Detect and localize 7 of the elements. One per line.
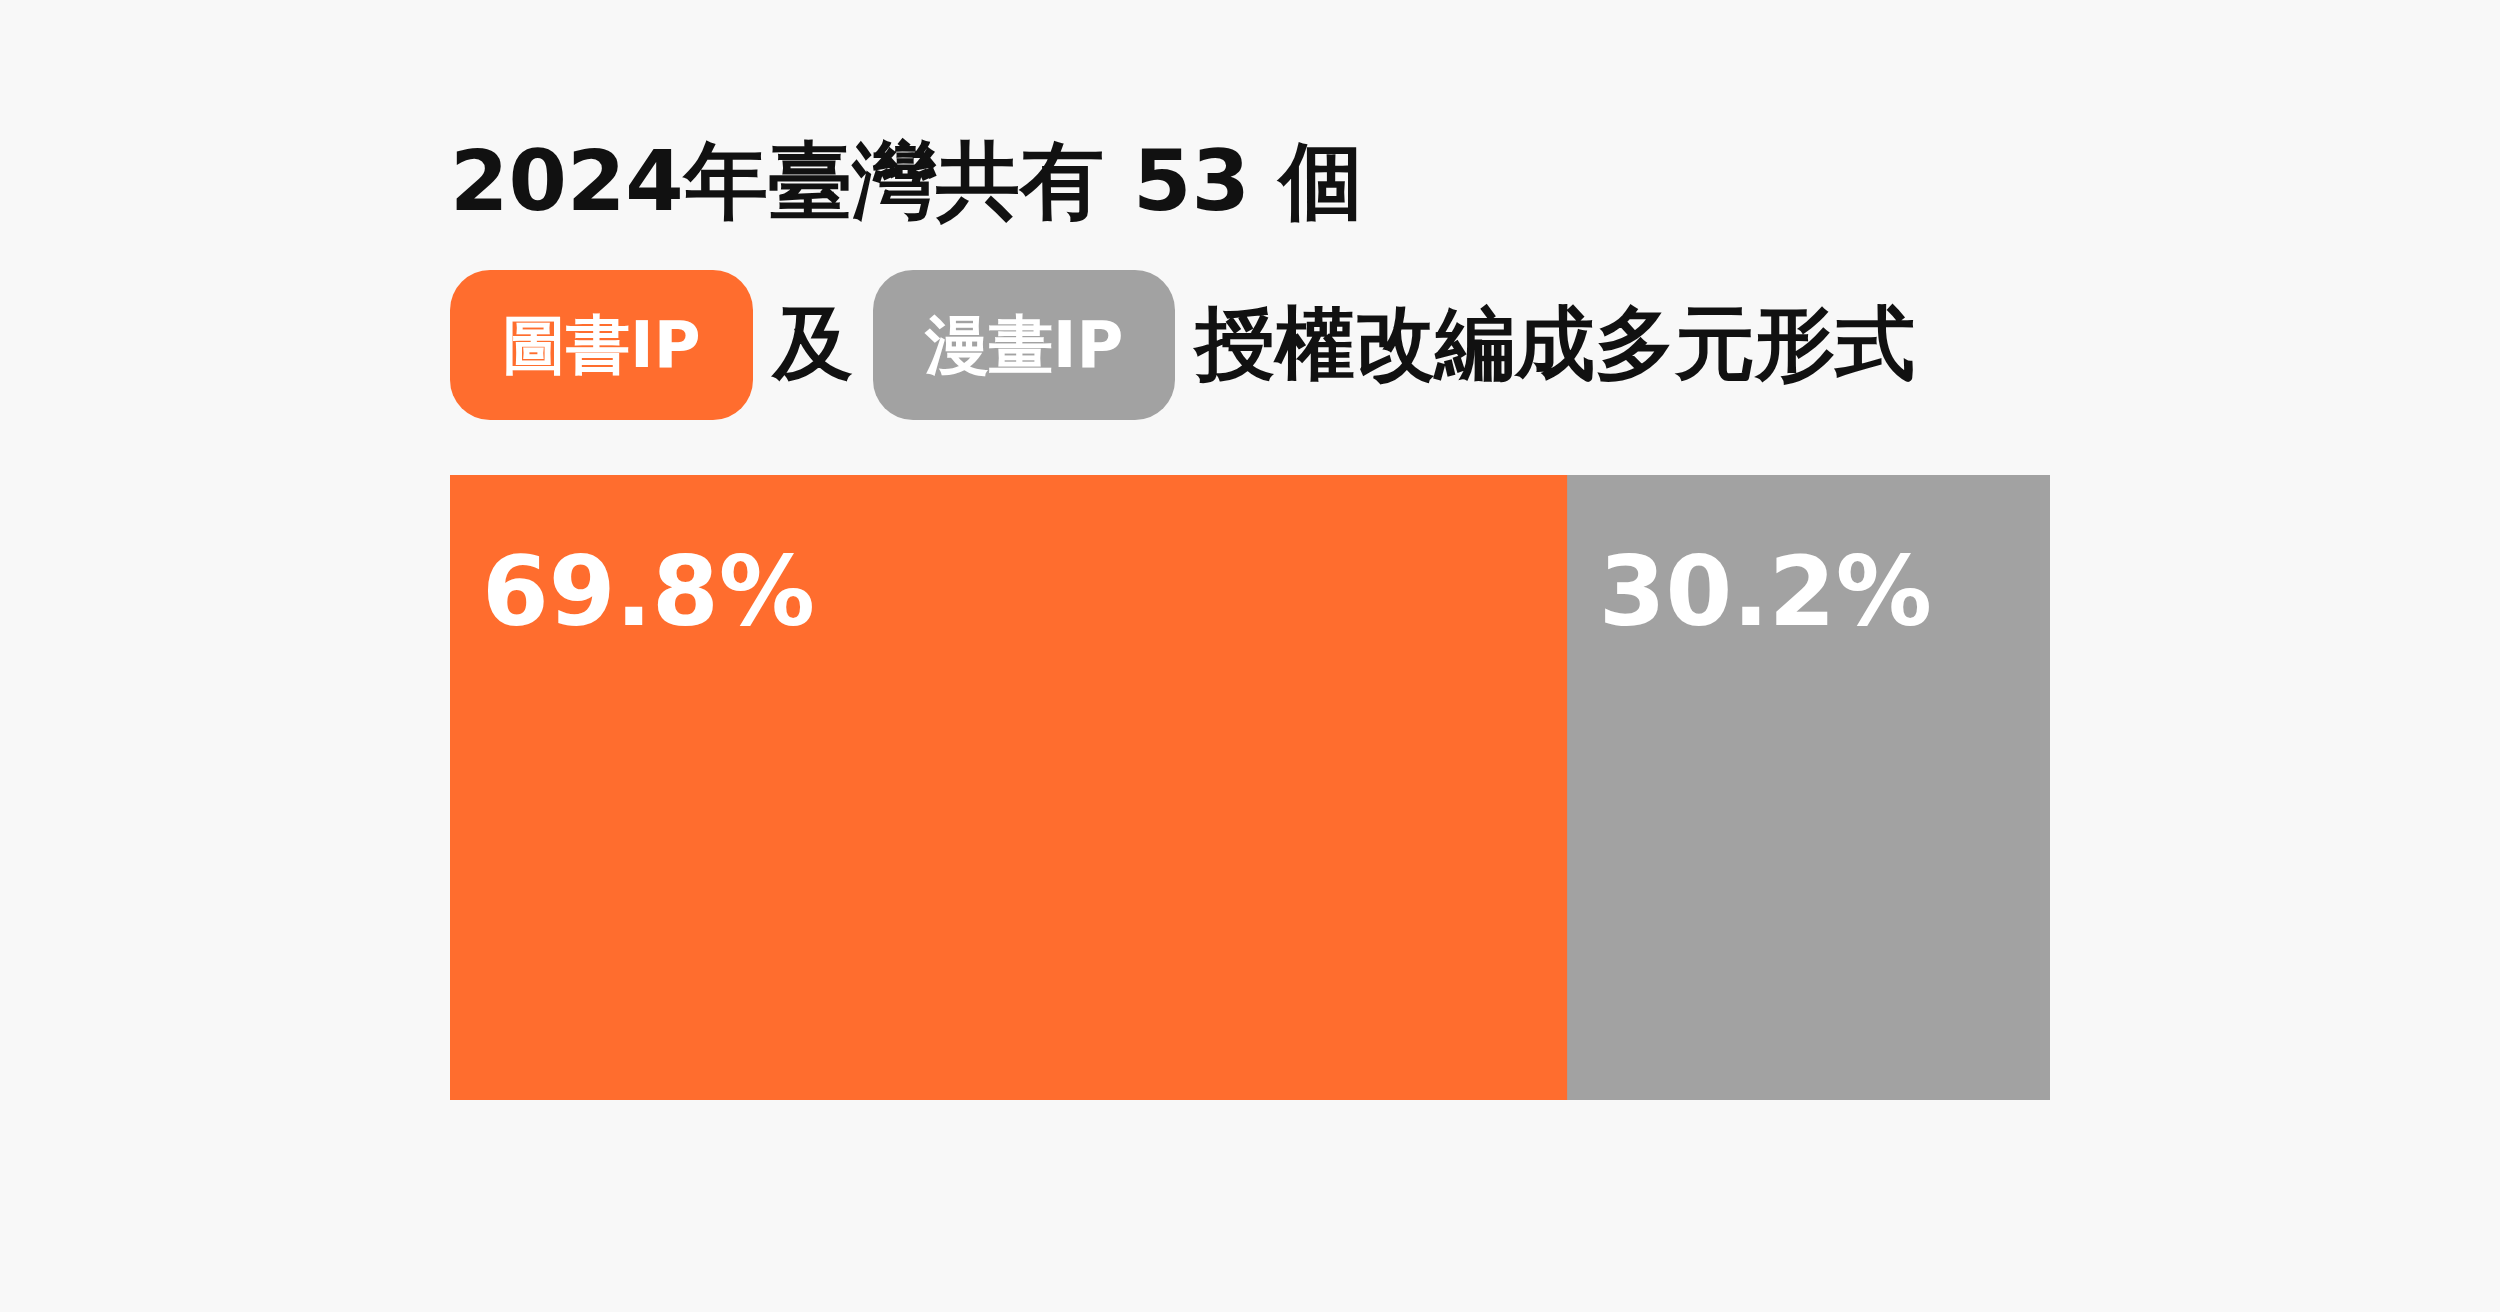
text: 授權改編成多元形式 (1195, 296, 1916, 392)
data-label: 69.8% (482, 536, 816, 648)
chart-title: 2024年臺灣共有 53 個 (450, 131, 1364, 232)
data-label: 30.2% (1598, 536, 1932, 648)
series-label: 圖書IP (450, 270, 753, 420)
text: 漫畫IP (872, 270, 1176, 420)
text: 及 (772, 296, 853, 392)
